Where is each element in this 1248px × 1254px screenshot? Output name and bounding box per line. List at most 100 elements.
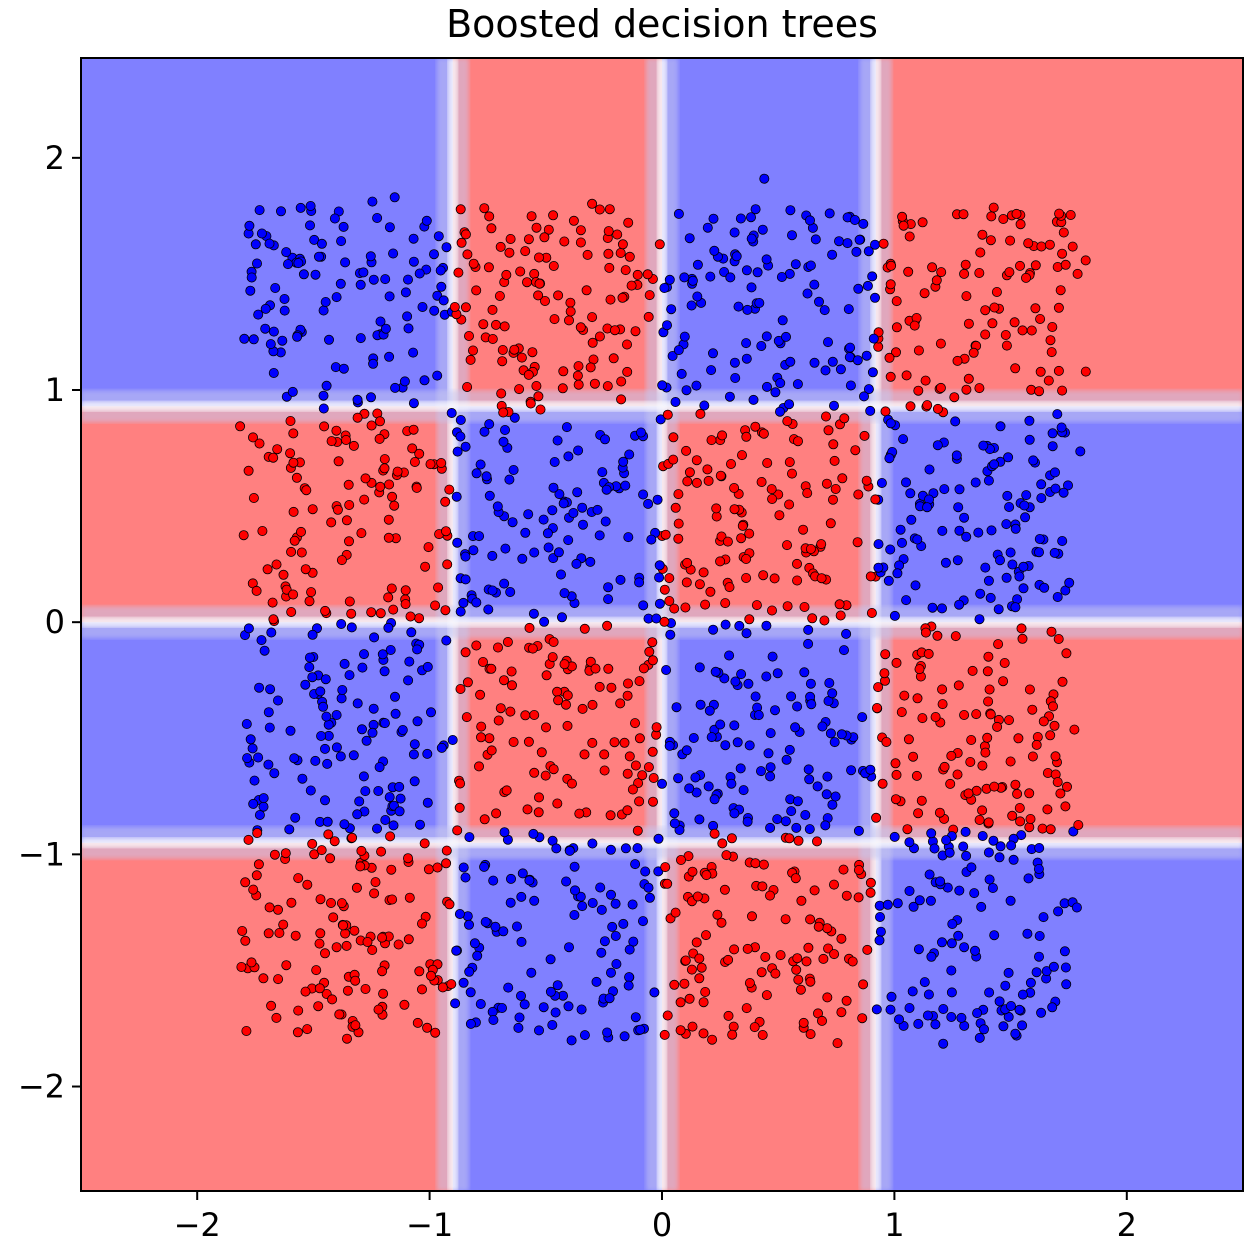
data-point-blue [1004,501,1015,512]
data-point-blue [455,431,466,442]
data-point-red [784,457,795,468]
data-point-red [526,211,537,222]
data-point-blue [741,628,752,639]
data-point-blue [859,391,870,402]
data-point-blue [594,530,605,541]
data-point-blue [454,909,465,920]
data-point-red [336,898,347,909]
data-point-red [1035,366,1046,377]
data-point-blue [868,333,879,344]
data-point-blue [383,622,394,633]
data-point-red [302,1024,313,1035]
data-point-blue [787,230,798,241]
data-point-red [792,575,803,586]
data-point-blue [925,895,936,906]
data-point-red [974,815,985,826]
data-point-red [379,454,390,465]
data-point-red [1021,272,1032,283]
data-point-red [606,682,617,693]
data-point-blue [475,459,486,470]
data-point-red [931,275,942,286]
data-point-red [706,435,717,446]
data-point-red [729,504,740,515]
data-point-blue [775,406,786,417]
data-point-red [533,807,544,818]
data-point-blue [1038,912,1049,923]
data-point-red [251,585,262,596]
data-point-red [468,258,479,269]
data-point-blue [1023,873,1034,884]
data-point-blue [935,876,946,887]
data-point-blue [730,676,741,687]
data-point-red [805,914,816,925]
data-point-red [756,476,767,487]
data-point-red [326,436,337,447]
data-point-red [505,233,516,244]
data-point-red [749,1022,760,1033]
data-point-blue [867,367,878,378]
data-point-red [977,229,988,240]
data-point-blue [644,892,655,903]
data-point-blue [979,1024,990,1035]
data-point-red [423,542,434,553]
data-point-blue [995,421,1006,432]
data-point-red [1067,241,1078,252]
data-point-blue [924,869,935,880]
data-point-red [496,388,507,399]
data-point-red [366,607,377,618]
data-point-blue [761,671,772,682]
data-point-red [266,1000,277,1011]
data-point-red [853,489,864,500]
data-point-blue [706,365,717,376]
data-point-blue [914,895,925,906]
data-point-red [286,897,297,908]
data-point-blue [865,405,876,416]
data-point-red [360,473,371,484]
data-point-red [1010,363,1021,374]
data-point-blue [361,735,372,746]
data-point-red [343,479,354,490]
data-point-blue [498,436,509,447]
data-point-blue [245,734,256,745]
data-point-red [980,329,991,340]
data-point-blue [809,279,820,290]
data-point-blue [800,810,811,821]
data-point-blue [571,558,582,569]
data-point-blue [623,532,634,543]
data-point-blue [408,256,419,267]
data-point-red [750,421,761,432]
data-point-red [487,333,498,344]
data-point-blue [360,786,371,797]
data-point-blue [554,489,565,500]
data-point-blue [394,781,405,792]
data-point-red [440,496,451,507]
data-point-red [1007,810,1018,821]
data-point-red [456,237,467,248]
data-point-blue [670,396,681,407]
data-point-red [659,584,670,595]
data-point-red [599,765,610,776]
data-point-red [982,666,993,677]
data-point-red [499,321,510,332]
data-point-red [939,761,950,772]
data-point-red [903,734,914,745]
data-point-blue [954,885,965,896]
data-point-red [632,825,643,836]
data-point-red [623,678,634,689]
data-point-blue [254,682,265,693]
data-point-red [837,473,848,484]
data-point-red [917,217,928,228]
data-point-red [1044,239,1055,250]
data-point-blue [1012,594,1023,605]
boundary-line-horizontal [81,837,1243,848]
data-point-blue [254,810,265,821]
data-point-red [320,605,331,616]
data-point-blue [451,491,462,502]
data-point-red [917,713,928,724]
data-point-red [836,1007,847,1018]
data-point-blue [253,309,264,320]
data-point-red [647,655,658,666]
data-point-blue [1047,428,1058,439]
data-point-red [770,968,781,979]
data-point-red [782,601,793,612]
